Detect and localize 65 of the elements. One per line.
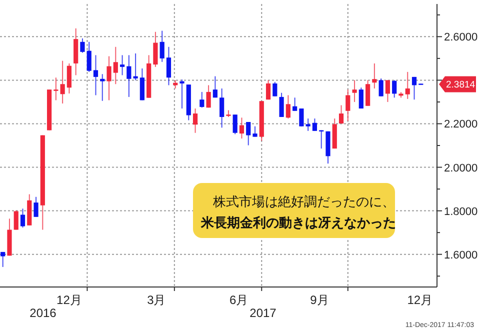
- candlestick: [160, 30, 164, 62]
- annotation: 株式市場は絶好調だったのに、: [212, 194, 395, 209]
- candlestick: [34, 196, 38, 218]
- candlestick: [113, 46, 118, 85]
- text: 2017: [250, 306, 277, 320]
- candlestick: [0, 251, 6, 268]
- y-tick-label: 2.6000: [444, 32, 478, 44]
- candlestick: [206, 84, 211, 108]
- y-tick-label: 1.6000: [444, 249, 478, 262]
- candlestick: [358, 87, 364, 109]
- candlestick: [140, 68, 144, 101]
- candlestick: [106, 56, 112, 101]
- candlestick: [93, 54, 98, 96]
- candlestick: [232, 114, 238, 135]
- candlestick: [405, 71, 410, 100]
- annotation: 米長期金利の動きは冴えなかった: [200, 215, 396, 230]
- candlestick: [338, 104, 344, 124]
- x-tick-label: 12月: [56, 293, 82, 307]
- candlestick: [14, 210, 18, 230]
- candlestick: [60, 60, 65, 104]
- candlestick: [86, 41, 92, 72]
- candlestick: [220, 88, 224, 128]
- candlestick: [100, 74, 105, 102]
- candlestick: [180, 79, 184, 109]
- candlestick: [20, 208, 26, 228]
- candlestick: [54, 77, 58, 101]
- candlestick: [286, 94, 290, 120]
- candlestick: [385, 80, 390, 102]
- candlestick: [378, 78, 384, 97]
- candlestick: [299, 108, 304, 127]
- candlestick: [346, 89, 350, 122]
- candlestick: [312, 118, 318, 132]
- candlestick: [372, 62, 377, 89]
- candlestick: [352, 80, 357, 102]
- candlestick: [133, 52, 138, 81]
- candlestick: [80, 38, 85, 54]
- candlestick: [412, 76, 417, 100]
- candlestick: [279, 92, 284, 118]
- text: 2016: [30, 306, 57, 320]
- candlestick: [306, 118, 310, 132]
- x-tick-label: 12月: [407, 293, 433, 307]
- candlestick: [366, 80, 370, 106]
- candlestick: [212, 76, 218, 98]
- candlestick: [392, 80, 397, 98]
- y-tick-label: 2.0000: [444, 162, 478, 174]
- price-tag: 2.3814: [439, 76, 476, 92]
- candlestick: [200, 91, 204, 108]
- candlestick: [153, 31, 158, 68]
- candlestick: [246, 121, 251, 146]
- candlestick: [120, 54, 125, 76]
- candlestick: [272, 81, 278, 97]
- candlestick: [292, 97, 298, 112]
- candlestick: [266, 80, 271, 100]
- candlestick: [252, 126, 258, 138]
- candlestick: [166, 46, 172, 86]
- candlestick: [239, 117, 244, 140]
- candlestick: [126, 54, 132, 98]
- y-tick-label: 1.8000: [444, 206, 478, 218]
- annotation: 2.3814: [446, 80, 476, 91]
- x-tick-label: 6月: [230, 293, 248, 307]
- candlestick: [66, 62, 72, 94]
- y-tick-label: 2.2000: [444, 118, 478, 131]
- x-tick-label: 9月: [310, 293, 329, 307]
- x-tick-label: 3月: [147, 293, 166, 307]
- candlestick: [192, 108, 198, 134]
